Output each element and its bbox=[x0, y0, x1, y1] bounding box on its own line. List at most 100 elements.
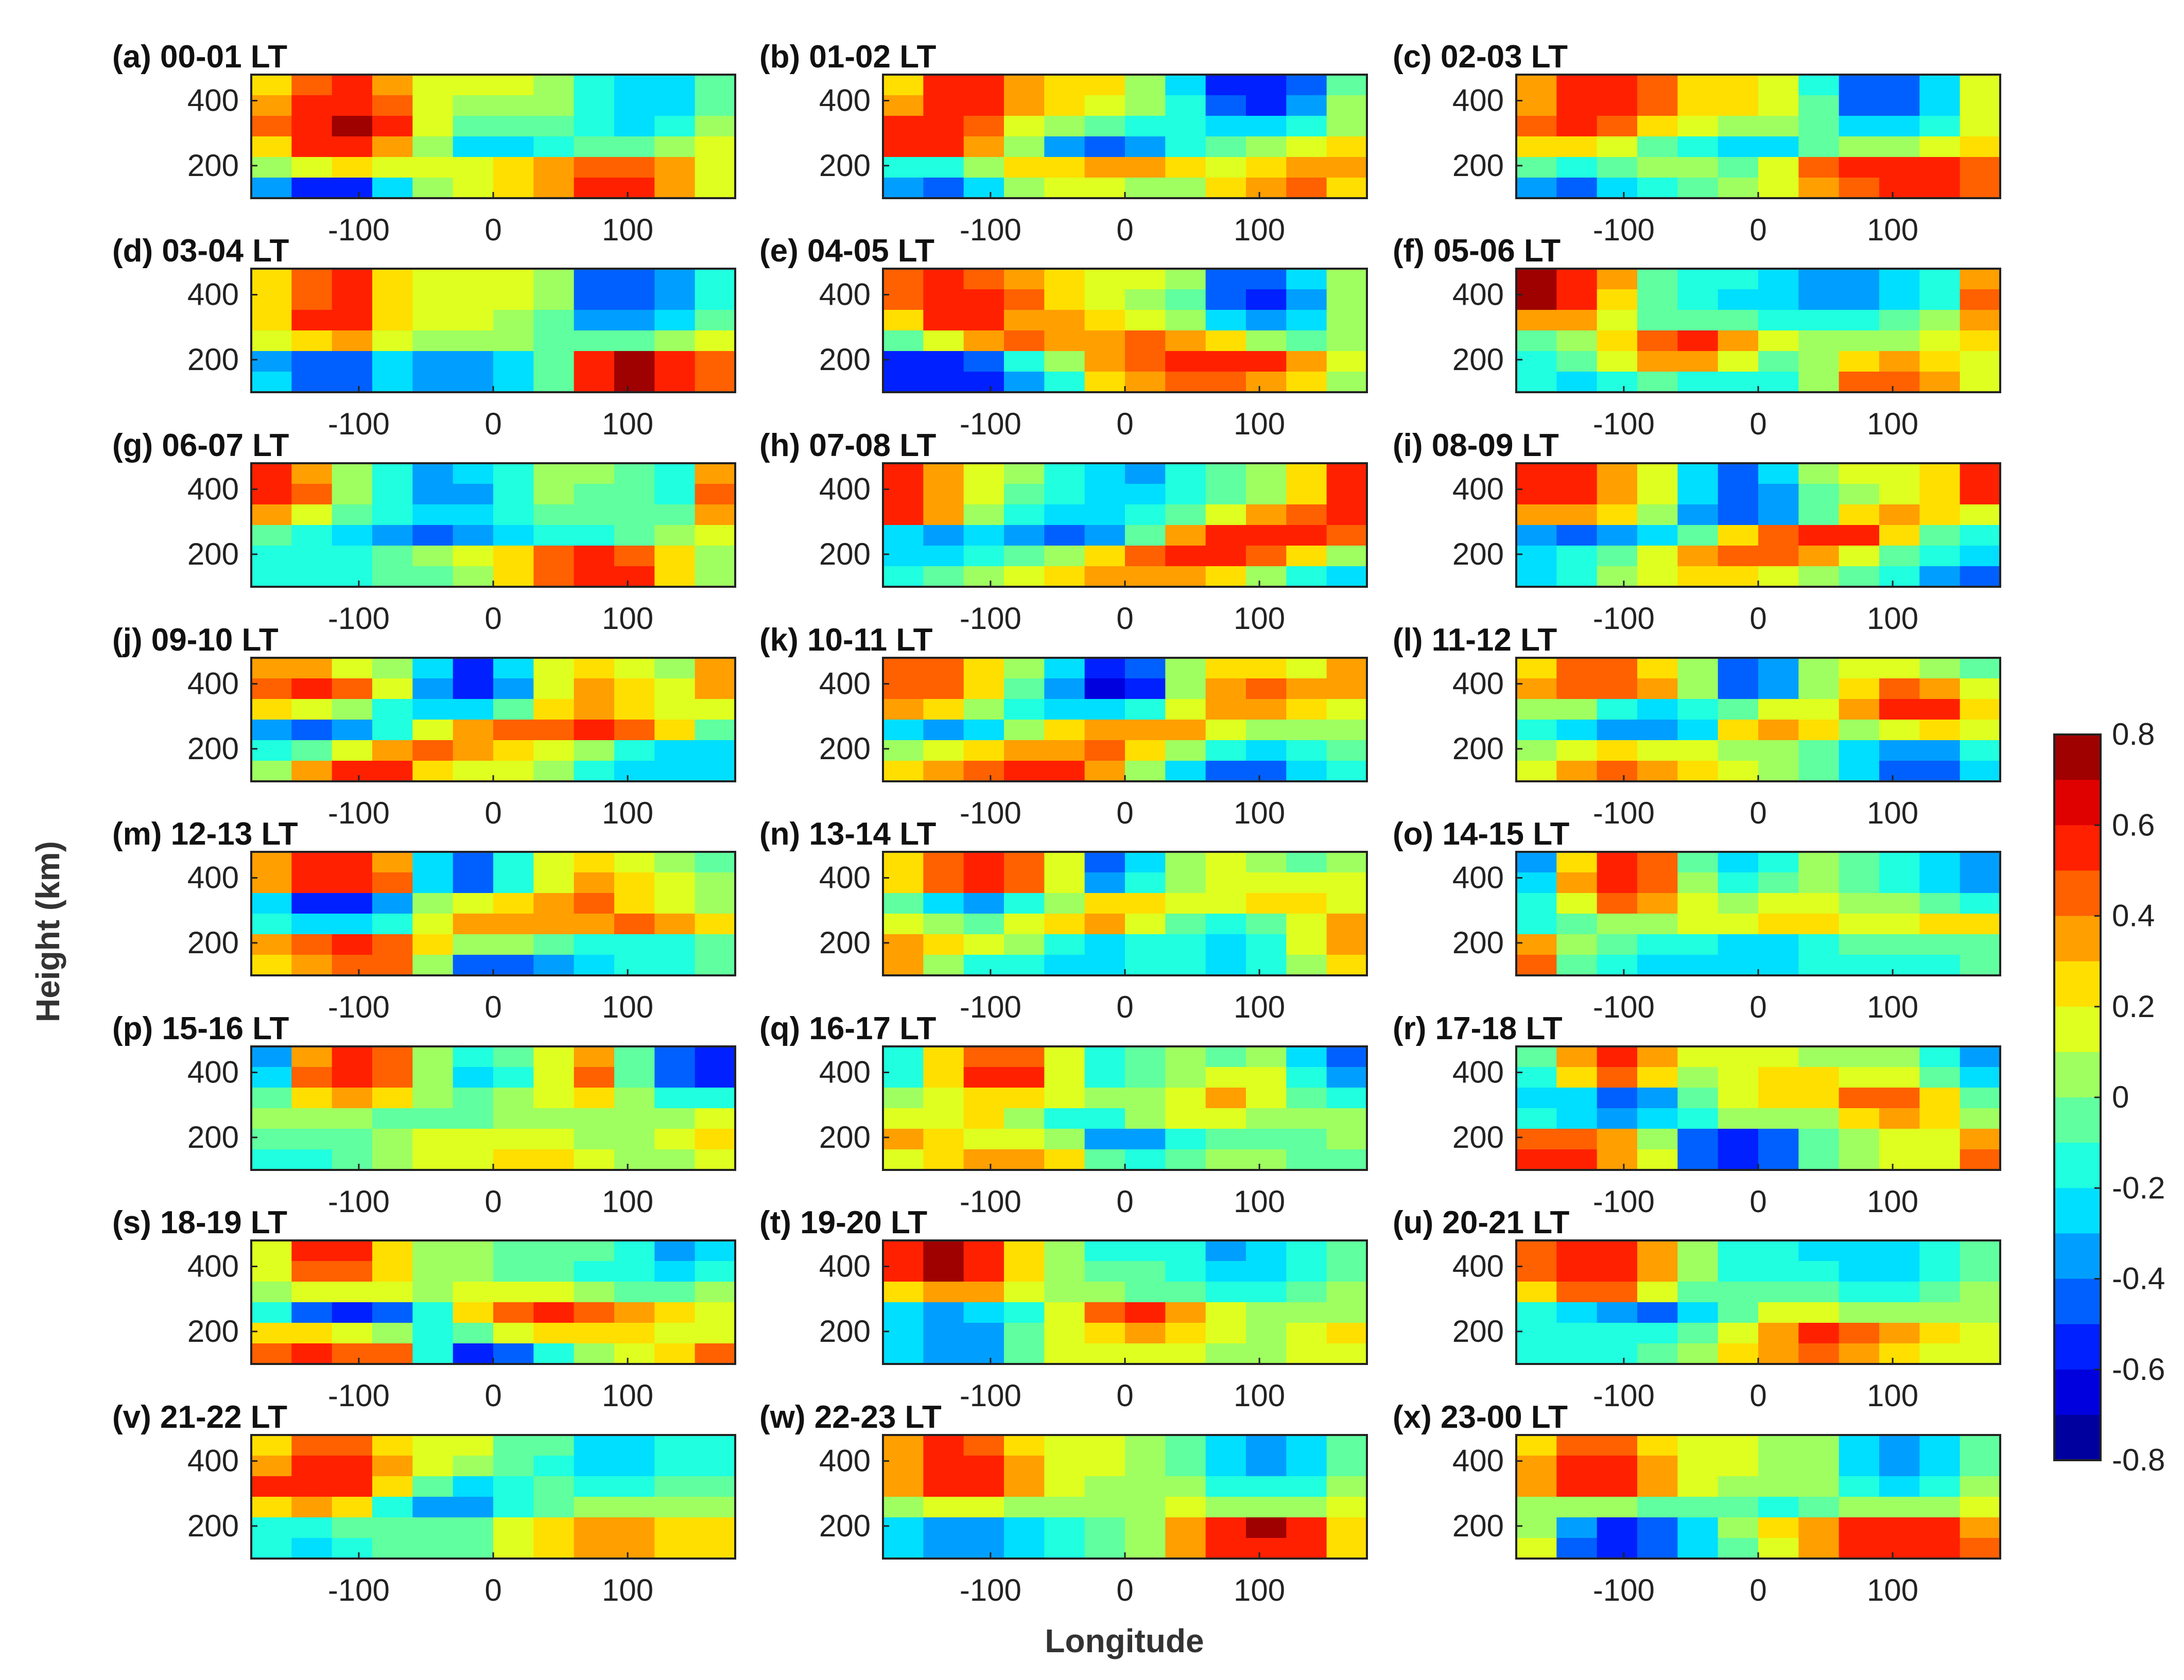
heatmap-cell bbox=[372, 893, 413, 914]
heatmap-cell bbox=[1165, 1323, 1206, 1344]
heatmap-cell bbox=[883, 310, 924, 331]
heatmap-cell bbox=[1758, 658, 1799, 679]
heatmap-cell bbox=[1286, 1046, 1327, 1068]
heatmap-cell bbox=[923, 310, 964, 331]
heatmap-cell bbox=[372, 1088, 413, 1109]
heatmap-cell bbox=[1516, 463, 1557, 484]
heatmap-cell bbox=[1246, 269, 1287, 290]
heatmap-cell bbox=[1798, 1476, 1840, 1497]
heatmap-cell bbox=[533, 1240, 575, 1262]
heatmap-cell bbox=[1246, 289, 1287, 310]
heatmap-cell bbox=[1718, 852, 1759, 873]
heatmap-cell bbox=[1004, 1067, 1045, 1088]
heatmap-cell bbox=[1556, 269, 1598, 290]
heatmap-cell bbox=[923, 1497, 964, 1518]
heatmap-cell bbox=[251, 1476, 292, 1497]
heatmap-cell bbox=[1125, 1343, 1166, 1364]
heatmap-cell bbox=[883, 1476, 924, 1497]
panel-title: (v) 21-22 LT bbox=[112, 1399, 287, 1435]
heatmap-cell bbox=[1165, 566, 1206, 587]
heatmap-cell bbox=[412, 525, 454, 546]
panel-title: (h) 07-08 LT bbox=[759, 428, 936, 463]
heatmap-cell bbox=[695, 351, 736, 372]
heatmap-cell bbox=[1326, 269, 1367, 290]
heatmap-cell bbox=[332, 658, 373, 679]
heatmap-cell bbox=[1839, 1456, 1880, 1477]
heatmap-cell bbox=[1165, 1240, 1206, 1262]
heatmap-cell bbox=[1718, 872, 1759, 894]
heatmap-cell bbox=[1286, 658, 1327, 679]
heatmap-cell bbox=[1205, 463, 1246, 484]
heatmap-cell bbox=[1839, 955, 1880, 976]
heatmap-cell bbox=[923, 1282, 964, 1303]
heatmap-cell bbox=[1637, 1456, 1678, 1477]
heatmap-cell bbox=[372, 914, 413, 935]
heatmap-cell bbox=[1798, 678, 1840, 699]
heatmap-cell bbox=[1919, 934, 1961, 955]
heatmap-cell bbox=[372, 157, 413, 178]
heatmap-cell bbox=[1246, 1282, 1287, 1303]
heatmap-cell bbox=[1044, 955, 1085, 976]
heatmap-cell bbox=[654, 1149, 696, 1170]
heatmap-cell bbox=[1637, 761, 1678, 782]
colorbar-segment bbox=[2054, 734, 2101, 780]
heatmap-cell bbox=[1597, 116, 1638, 137]
heatmap-cell bbox=[372, 1497, 413, 1518]
heatmap-cell bbox=[251, 1517, 292, 1538]
heatmap-cell bbox=[654, 761, 696, 782]
panel-title: (q) 16-17 LT bbox=[759, 1011, 936, 1046]
heatmap-cell bbox=[1677, 75, 1719, 96]
x-tick-label: -100 bbox=[1593, 796, 1655, 830]
heatmap-cell bbox=[1677, 1108, 1719, 1129]
heatmap-cell bbox=[453, 893, 494, 914]
heatmap-cell bbox=[332, 269, 373, 290]
heatmap-cell bbox=[1516, 1067, 1557, 1088]
heatmap-cell bbox=[533, 761, 575, 782]
heatmap-cell bbox=[453, 1088, 494, 1109]
heatmap-cell bbox=[493, 1129, 534, 1150]
heatmap-cell bbox=[695, 1088, 736, 1109]
heatmap-cell bbox=[1637, 484, 1678, 505]
y-tick-label: 200 bbox=[819, 1314, 871, 1349]
heatmap-cell bbox=[1597, 1088, 1638, 1109]
heatmap-cell bbox=[1758, 720, 1799, 741]
heatmap-cell bbox=[1286, 330, 1327, 352]
y-tick-label: 200 bbox=[819, 1509, 871, 1543]
colorbar-segment bbox=[2054, 1414, 2101, 1461]
heatmap-cell bbox=[251, 1343, 292, 1364]
heatmap-cell bbox=[493, 269, 534, 290]
heatmap-cell bbox=[1084, 95, 1125, 116]
heatmap-cell bbox=[1677, 269, 1719, 290]
heatmap-cell bbox=[453, 761, 494, 782]
heatmap-cell bbox=[1597, 1435, 1638, 1456]
x-tick-label: 0 bbox=[484, 601, 501, 636]
heatmap-cell bbox=[1044, 740, 1085, 761]
heatmap-cell bbox=[695, 1323, 736, 1344]
heatmap-cell bbox=[1637, 95, 1678, 116]
heatmap-cell bbox=[1758, 289, 1799, 310]
heatmap-cell bbox=[963, 95, 1004, 116]
heatmap-cell bbox=[1165, 178, 1206, 199]
colorbar: 0.80.60.40.20-0.2-0.4-0.6-0.8 bbox=[2053, 717, 2165, 1477]
heatmap-cell bbox=[291, 1302, 333, 1323]
heatmap-cell bbox=[1798, 852, 1840, 873]
heatmap-cell bbox=[1246, 504, 1287, 526]
heatmap-cell bbox=[1798, 463, 1840, 484]
heatmap-cell bbox=[1084, 1497, 1125, 1518]
heatmap-cell bbox=[654, 484, 696, 505]
heatmap-cell bbox=[251, 1240, 292, 1262]
colorbar-segment bbox=[2054, 1006, 2101, 1053]
heatmap-cell bbox=[1286, 116, 1327, 137]
heatmap-cell bbox=[614, 1323, 655, 1344]
heatmap-cell bbox=[533, 1088, 575, 1109]
heatmap-cell bbox=[1960, 178, 2001, 199]
heatmap-cell bbox=[1084, 761, 1125, 782]
heatmap-cell bbox=[533, 1302, 575, 1323]
heatmap-cell bbox=[1919, 699, 1961, 720]
heatmap-cell bbox=[1839, 1343, 1880, 1364]
x-tick-label: 0 bbox=[1116, 1573, 1133, 1607]
heatmap-cell bbox=[372, 1129, 413, 1150]
heatmap-cell bbox=[695, 566, 736, 587]
